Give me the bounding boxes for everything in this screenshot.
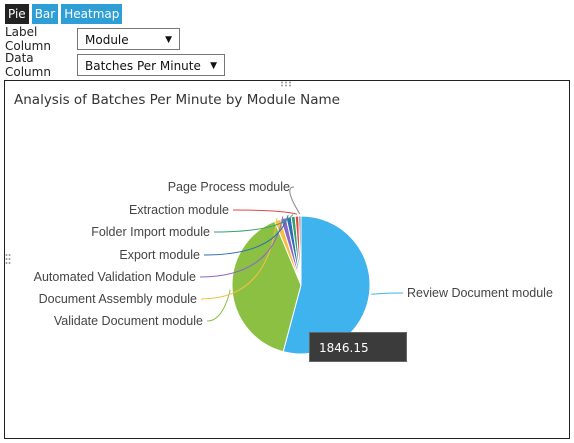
pie-leader-line xyxy=(213,214,294,233)
pie-slice-label: Folder Import module xyxy=(91,225,210,239)
chart-title: Analysis of Batches Per Minute by Module… xyxy=(14,92,340,108)
pie-slice-label: Export module xyxy=(119,248,200,262)
pie-slice[interactable] xyxy=(298,215,302,286)
pie-leader-line xyxy=(199,216,284,278)
pie-leader-line xyxy=(203,215,289,256)
pie-leader-line xyxy=(232,209,297,215)
label-column-row: Label Column Module Name ▼ xyxy=(5,25,180,69)
resize-grip-right-icon[interactable] xyxy=(5,253,11,265)
tab-pie[interactable]: Pie xyxy=(5,4,29,24)
pie-slice-label: Document Assembly module xyxy=(39,292,197,306)
pie-leader-line xyxy=(200,218,278,300)
resize-grip-bottom-icon[interactable] xyxy=(280,81,294,87)
label-column-label: Label Column xyxy=(5,25,51,53)
pie-slice-label: Review Document module xyxy=(407,286,553,300)
pie-tooltip: 1846.15 xyxy=(309,332,407,362)
pie-slice-label: Validate Document module xyxy=(54,314,203,328)
tab-bar[interactable]: Bar xyxy=(31,4,59,24)
pie-slice-label: Page Process module xyxy=(168,180,290,194)
data-column-select[interactable]: Batches Per Minute ▼ xyxy=(77,54,225,76)
dropdown-arrow-icon: ▼ xyxy=(165,35,172,45)
pie-chart: Review Document module Validate Document … xyxy=(34,180,553,355)
pie-slice-label: Extraction module xyxy=(129,203,229,217)
pie-leader-line xyxy=(371,292,404,295)
dropdown-arrow-icon: ▼ xyxy=(210,61,217,71)
data-column-row: Data Column Batches Per Minute ▼ xyxy=(5,51,225,79)
data-column-value: Batches Per Minute xyxy=(85,59,201,73)
chart-type-tabs: Pie Bar Heatmap xyxy=(5,4,123,24)
data-column-label: Data Column xyxy=(5,51,51,79)
pie-slice[interactable] xyxy=(231,220,302,353)
tab-heatmap[interactable]: Heatmap xyxy=(61,4,123,24)
pie-leader-line xyxy=(206,289,231,322)
pie-leader-line xyxy=(289,186,301,215)
pie-slice-label: Automated Validation Module xyxy=(34,270,196,284)
label-column-select[interactable]: Module Name ▼ xyxy=(77,28,180,69)
chart-panel: Analysis of Batches Per Minute by Module… xyxy=(4,80,570,439)
